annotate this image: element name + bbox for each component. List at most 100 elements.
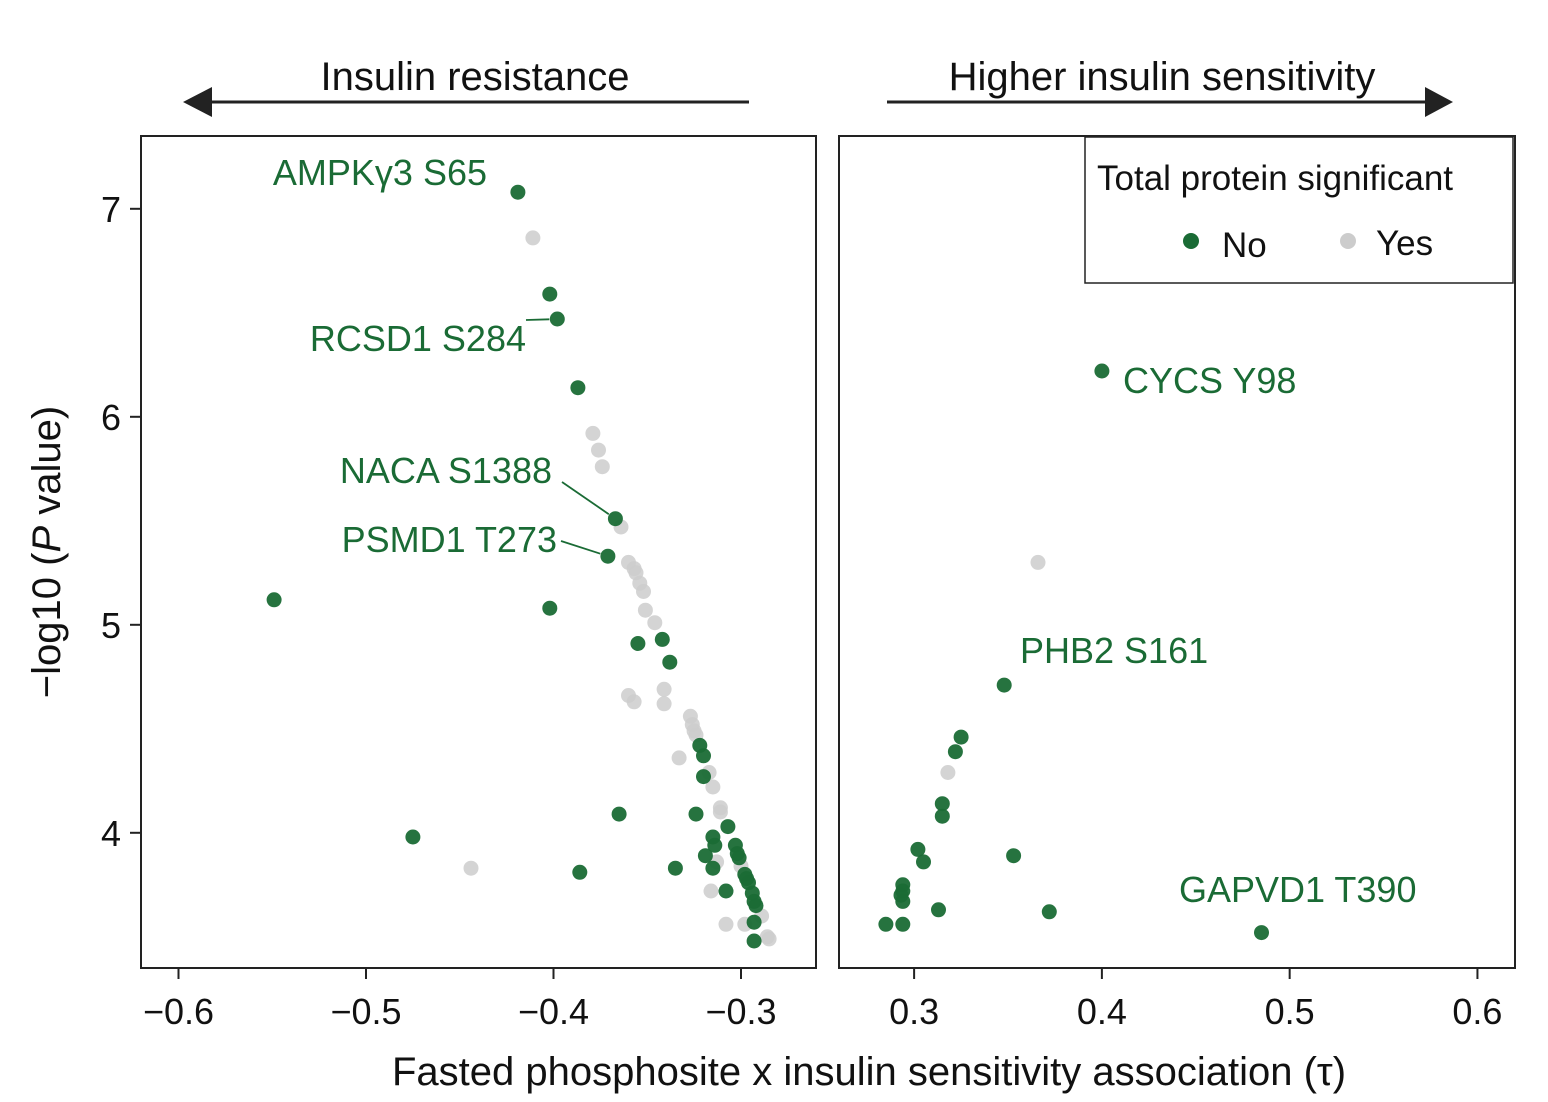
leader-line-0	[525, 318, 550, 321]
panel-left-frame	[140, 135, 817, 969]
right-point-yes-1	[1030, 554, 1046, 570]
right-annotation-labels: CYCS Y98 PHB2 S161 GAPVD1 T390	[1020, 360, 1416, 910]
left-point-no-0	[510, 184, 526, 200]
left-point-no-44	[707, 837, 723, 853]
left-x-tick-label-3: −0.3	[705, 991, 776, 1032]
left-points-layer	[266, 184, 777, 949]
right-point-no-15	[931, 902, 946, 918]
left-point-no-47	[731, 850, 747, 866]
left-point-no-50	[667, 860, 683, 876]
panel-right: 0.3 0.4 0.5 0.6 CYCS Y98 PHB2 S161 GAPVD1 T…	[838, 135, 1516, 1032]
left-point-yes-6	[591, 442, 606, 458]
y-axis-label-post: value)	[25, 406, 69, 526]
left-point-yes-16	[637, 602, 653, 618]
left-point-no-35	[696, 769, 711, 785]
annotation-cycs-y98: CYCS Y98	[1123, 360, 1296, 401]
arrow-label-insulin-resistance: Insulin resistance	[320, 55, 629, 99]
left-point-yes-1	[525, 230, 541, 246]
right-points-layer	[878, 363, 1269, 941]
left-point-no-40	[688, 806, 704, 822]
legend-marker-yes	[1340, 233, 1356, 249]
right-point-no-10	[916, 854, 931, 870]
y-axis: 4 5 6 7	[101, 189, 141, 854]
left-point-no-41	[720, 819, 736, 835]
annotation-naca-s1388: NACA S1388	[340, 450, 552, 491]
right-point-no-7	[934, 808, 950, 824]
right-point-no-9	[1006, 848, 1022, 864]
right-point-no-18	[895, 916, 911, 932]
left-point-yes-58	[703, 883, 719, 899]
left-x-tick-label-0: −0.6	[143, 991, 214, 1032]
leader-line-1	[561, 481, 610, 515]
left-point-yes-25	[626, 694, 642, 710]
left-point-no-62	[748, 898, 764, 914]
left-point-no-39	[611, 806, 627, 822]
left-point-no-32	[696, 748, 711, 764]
left-point-yes-23	[656, 681, 672, 697]
left-point-yes-38	[712, 804, 728, 820]
annotation-psmd1-t273: PSMD1 T273	[342, 519, 557, 560]
legend-marker-no	[1183, 233, 1199, 249]
left-point-yes-65	[718, 916, 734, 932]
legend-label-no: No	[1222, 226, 1267, 265]
left-point-yes-7	[594, 459, 610, 475]
annotation-gapvd1-t390: GAPVD1 T390	[1179, 869, 1416, 910]
left-point-no-22	[662, 654, 678, 670]
left-point-no-54	[572, 864, 588, 880]
y-axis-label-pre: −log10 (	[25, 552, 69, 698]
right-point-no-8	[910, 841, 926, 857]
right-point-no-0	[1094, 363, 1110, 379]
left-point-no-64	[746, 914, 762, 930]
y-axis-label-italic: P	[25, 526, 69, 553]
left-x-tick-label-2: −0.4	[518, 991, 589, 1032]
annotation-phb2-s161: PHB2 S161	[1020, 630, 1208, 671]
right-x-axis: 0.3 0.4 0.5 0.6	[889, 968, 1502, 1032]
y-tick-label-2: 6	[101, 397, 121, 438]
left-point-no-51	[705, 860, 721, 876]
y-tick-label-1: 5	[101, 605, 121, 646]
annotation-ampkg3-s65: AMPKγ3 S65	[273, 152, 487, 193]
left-point-yes-53	[463, 860, 479, 876]
left-point-no-10	[600, 548, 616, 564]
right-x-tick-label-2: 0.5	[1265, 991, 1315, 1032]
right-point-yes-5	[940, 765, 956, 780]
left-point-yes-17	[647, 615, 663, 631]
left-point-no-21	[654, 631, 670, 647]
left-point-yes-26	[656, 696, 672, 712]
left-annotation-leaders	[525, 318, 610, 555]
right-x-tick-label-0: 0.3	[889, 991, 939, 1032]
right-x-tick-label-1: 0.4	[1077, 991, 1127, 1032]
legend-title: Total protein significant	[1097, 159, 1453, 198]
left-point-yes-33	[671, 750, 687, 766]
annotation-rcsd1-s284: RCSD1 S284	[310, 318, 526, 359]
left-point-no-3	[549, 311, 565, 327]
left-point-no-2	[542, 286, 558, 302]
right-point-no-17	[878, 916, 894, 932]
left-point-no-42	[405, 829, 421, 845]
left-x-axis: −0.6 −0.5 −0.4 −0.3	[143, 968, 777, 1032]
y-tick-label-0: 4	[101, 813, 121, 854]
left-point-no-18	[266, 592, 282, 608]
direction-arrow-left: Insulin resistance	[183, 55, 749, 117]
left-point-no-4	[570, 380, 586, 396]
leader-line-2	[560, 540, 601, 555]
left-point-no-59	[718, 883, 734, 899]
left-point-yes-36	[705, 779, 721, 795]
left-point-no-8	[607, 511, 623, 527]
y-tick-label-3: 7	[101, 189, 121, 230]
left-point-yes-68	[761, 931, 777, 947]
left-point-no-19	[542, 600, 558, 616]
right-point-no-4	[947, 744, 963, 760]
right-point-no-3	[953, 729, 969, 745]
right-point-no-19	[1254, 925, 1269, 941]
right-point-no-6	[934, 796, 950, 812]
right-x-tick-label-3: 0.6	[1452, 991, 1502, 1032]
right-point-no-16	[1041, 904, 1057, 920]
legend-box	[1084, 136, 1514, 284]
panel-left: −0.6 −0.5 −0.4 −0.3 AMPKγ3 S65 RCSD1 S284 N…	[140, 135, 817, 1032]
right-point-no-14	[895, 893, 911, 909]
left-point-yes-15	[636, 584, 651, 599]
arrow-label-higher-insulin-sensitivity: Higher insulin sensitivity	[949, 55, 1376, 99]
y-axis-label: −log10 (P value)	[25, 406, 69, 698]
